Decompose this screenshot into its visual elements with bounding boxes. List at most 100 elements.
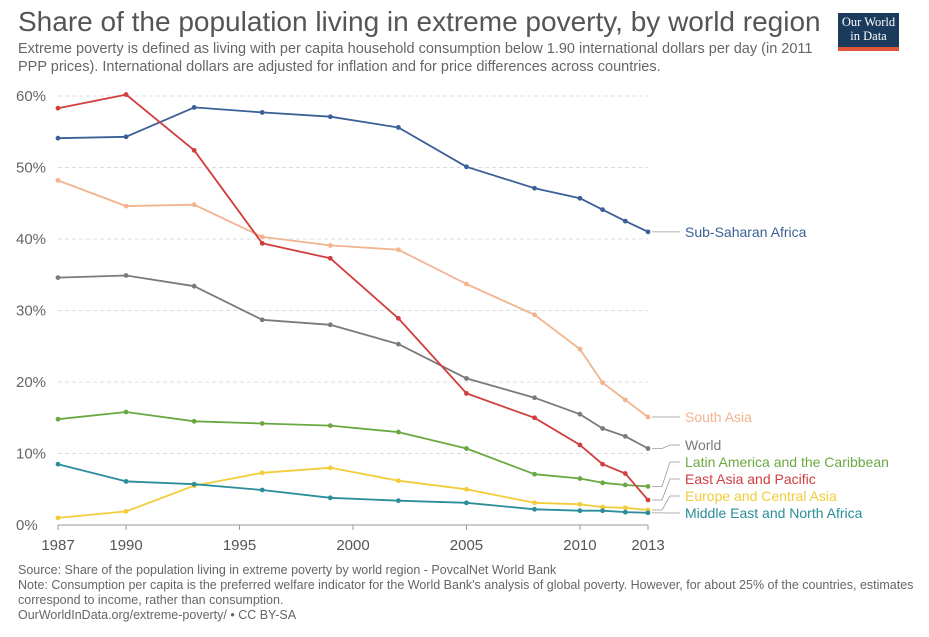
data-point[interactable] (259, 487, 265, 493)
data-point[interactable] (123, 273, 129, 278)
data-point[interactable] (259, 240, 265, 246)
data-point[interactable] (600, 426, 606, 431)
data-point[interactable] (600, 461, 606, 467)
data-point[interactable] (259, 234, 265, 240)
data-point[interactable] (577, 442, 583, 448)
data-point[interactable] (622, 509, 628, 515)
series-label[interactable]: Latin America and the Caribbean (685, 454, 889, 470)
series-label[interactable]: South Asia (685, 409, 752, 425)
data-point[interactable] (532, 471, 537, 477)
data-point[interactable] (577, 501, 583, 507)
data-point[interactable] (464, 446, 469, 451)
data-point[interactable] (577, 476, 583, 481)
owid-logo[interactable]: Our World in Data (838, 13, 899, 51)
data-point[interactable] (577, 346, 583, 352)
data-point[interactable] (191, 105, 197, 110)
data-point[interactable] (600, 504, 606, 510)
data-point[interactable] (577, 508, 583, 514)
data-point[interactable] (123, 134, 129, 140)
data-point[interactable] (645, 510, 651, 516)
data-point[interactable] (622, 218, 628, 224)
series-line[interactable] (57, 93, 649, 501)
data-point[interactable] (464, 391, 469, 396)
data-point[interactable] (464, 376, 469, 381)
data-point[interactable] (464, 281, 469, 287)
data-point[interactable] (327, 495, 333, 501)
data-point[interactable] (123, 92, 129, 97)
data-point[interactable] (395, 478, 401, 484)
data-point[interactable] (191, 283, 197, 289)
data-point[interactable] (123, 409, 129, 415)
series-line[interactable] (57, 463, 649, 514)
data-point[interactable] (645, 446, 651, 451)
data-point[interactable] (259, 470, 265, 476)
series-label[interactable]: East Asia and Pacific (685, 471, 816, 487)
data-point[interactable] (395, 341, 401, 347)
data-point[interactable] (532, 500, 537, 506)
series-label[interactable]: Sub-Saharan Africa (685, 224, 807, 240)
series-label[interactable]: Middle East and North Africa (685, 505, 863, 521)
series-line[interactable] (57, 179, 649, 418)
data-point[interactable] (395, 125, 401, 130)
data-point[interactable] (191, 418, 197, 424)
data-point[interactable] (327, 114, 333, 120)
data-point[interactable] (55, 105, 61, 111)
data-point[interactable] (645, 497, 651, 503)
data-point[interactable] (464, 500, 469, 506)
data-point[interactable] (123, 478, 129, 484)
data-point[interactable] (532, 312, 537, 318)
data-point[interactable] (55, 275, 61, 281)
series-line[interactable] (57, 466, 649, 519)
data-point[interactable] (191, 147, 197, 153)
data-point[interactable] (259, 317, 265, 323)
data-point[interactable] (645, 414, 651, 420)
data-point[interactable] (645, 229, 651, 235)
data-point[interactable] (532, 506, 537, 512)
data-point[interactable] (123, 203, 129, 209)
license-link[interactable]: OurWorldInData.org/extreme-poverty/ • CC… (18, 608, 297, 622)
data-point[interactable] (532, 415, 537, 421)
data-point[interactable] (55, 177, 61, 183)
data-point[interactable] (622, 482, 628, 488)
data-point[interactable] (123, 509, 129, 514)
series-line[interactable] (57, 274, 649, 450)
data-point[interactable] (395, 247, 401, 253)
data-point[interactable] (600, 508, 606, 514)
y-tick-label: 30% (16, 303, 46, 320)
series-label[interactable]: Europe and Central Asia (685, 488, 837, 504)
data-point[interactable] (532, 185, 537, 191)
series-label[interactable]: World (685, 437, 721, 453)
data-point[interactable] (622, 471, 628, 476)
data-point[interactable] (395, 498, 401, 504)
data-point[interactable] (259, 110, 265, 115)
data-point[interactable] (327, 322, 333, 328)
data-point[interactable] (55, 461, 61, 467)
data-point[interactable] (600, 480, 606, 486)
series-line[interactable] (57, 411, 649, 488)
series-line[interactable] (57, 106, 649, 233)
data-point[interactable] (327, 255, 333, 261)
data-point[interactable] (600, 207, 606, 213)
data-point[interactable] (327, 243, 333, 248)
data-point[interactable] (191, 481, 197, 487)
data-point[interactable] (55, 416, 61, 422)
data-point[interactable] (645, 483, 651, 489)
data-point[interactable] (577, 195, 583, 201)
data-point[interactable] (622, 397, 628, 403)
data-point[interactable] (464, 486, 469, 492)
data-point[interactable] (395, 315, 401, 321)
data-point[interactable] (191, 202, 197, 208)
data-point[interactable] (55, 515, 61, 521)
data-point[interactable] (577, 411, 583, 417)
data-point[interactable] (464, 164, 469, 170)
data-point[interactable] (395, 429, 401, 435)
data-point[interactable] (532, 395, 537, 401)
data-point[interactable] (327, 465, 333, 471)
data-point[interactable] (622, 433, 628, 439)
data-point[interactable] (622, 505, 628, 511)
data-point[interactable] (327, 423, 333, 429)
data-point[interactable] (55, 135, 61, 141)
logo-line-1: Our World (841, 15, 896, 29)
data-point[interactable] (600, 380, 606, 386)
data-point[interactable] (259, 421, 265, 426)
